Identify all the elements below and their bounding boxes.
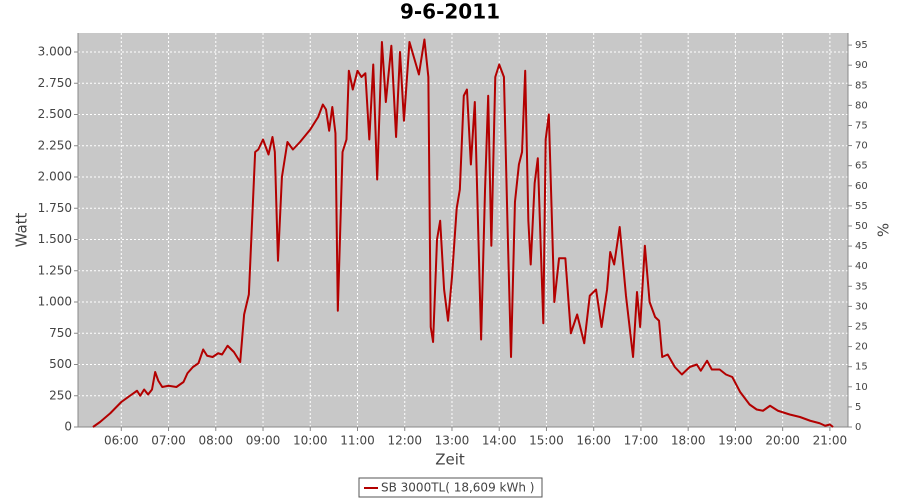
y2-tick-label: 20 bbox=[855, 342, 868, 353]
x-tick-label: 11:00 bbox=[340, 434, 375, 448]
y-axis-label: Watt bbox=[13, 212, 31, 247]
y2-tick-label: 70 bbox=[855, 141, 868, 152]
y-tick-label: 750 bbox=[49, 326, 72, 340]
y2-tick-label: 75 bbox=[855, 120, 868, 131]
x-tick-label: 19:00 bbox=[718, 434, 753, 448]
x-tick-label: 21:00 bbox=[813, 434, 848, 448]
x-tick-label: 13:00 bbox=[435, 434, 470, 448]
y2-tick-label: 5 bbox=[855, 402, 861, 413]
y2-tick-label: 15 bbox=[855, 362, 868, 373]
y2-tick-label: 95 bbox=[855, 40, 868, 51]
y2-tick-label: 55 bbox=[855, 201, 868, 212]
x-tick-label: 06:00 bbox=[104, 434, 139, 448]
y2-tick-label: 80 bbox=[855, 100, 868, 111]
y-tick-label: 2.250 bbox=[38, 138, 72, 152]
x-tick-label: 14:00 bbox=[482, 434, 517, 448]
y2-tick-label: 45 bbox=[855, 241, 868, 252]
y-tick-label: 500 bbox=[49, 357, 72, 371]
y2-tick-label: 10 bbox=[855, 382, 868, 393]
y-tick-label: 2.750 bbox=[38, 76, 72, 90]
legend-label: SB 3000TL( 18,609 kWh ) bbox=[381, 481, 534, 495]
y2-tick-label: 50 bbox=[855, 221, 868, 232]
y-tick-label: 1.000 bbox=[38, 295, 72, 309]
x-tick-label: 16:00 bbox=[576, 434, 611, 448]
y-tick-label: 1.500 bbox=[38, 232, 72, 246]
y-tick-label: 3.000 bbox=[38, 45, 72, 59]
y2-tick-label: 25 bbox=[855, 321, 868, 332]
y2-tick-label: 60 bbox=[855, 181, 868, 192]
y-tick-label: 0 bbox=[64, 420, 72, 434]
x-tick-label: 10:00 bbox=[293, 434, 328, 448]
y2-tick-label: 90 bbox=[855, 60, 868, 71]
y2-tick-label: 40 bbox=[855, 261, 868, 272]
y-tick-label: 2.000 bbox=[38, 170, 72, 184]
legend-box bbox=[358, 477, 543, 498]
x-tick-label: 17:00 bbox=[624, 434, 659, 448]
x-tick-label: 07:00 bbox=[151, 434, 186, 448]
plot-area bbox=[78, 33, 848, 427]
y2-tick-label: 65 bbox=[855, 161, 868, 172]
y2-tick-label: 35 bbox=[855, 281, 868, 292]
y-tick-label: 2.500 bbox=[38, 107, 72, 121]
y2-tick-label: 30 bbox=[855, 301, 868, 312]
chart-title: 9-6-2011 bbox=[400, 0, 500, 24]
x-axis-label: Zeit bbox=[435, 451, 465, 469]
x-tick-label: 09:00 bbox=[246, 434, 281, 448]
x-tick-label: 15:00 bbox=[529, 434, 564, 448]
x-tick-label: 20:00 bbox=[765, 434, 800, 448]
x-tick-label: 18:00 bbox=[671, 434, 706, 448]
y2-axis-label: % bbox=[875, 223, 893, 237]
y2-tick-label: 85 bbox=[855, 80, 868, 91]
y-tick-label: 250 bbox=[49, 388, 72, 402]
series-line bbox=[92, 38, 834, 428]
x-tick-label: 12:00 bbox=[387, 434, 422, 448]
x-tick-label: 08:00 bbox=[198, 434, 233, 448]
y-tick-label: 1.750 bbox=[38, 201, 72, 215]
y-tick-label: 1.250 bbox=[38, 263, 72, 277]
y2-tick-label: 0 bbox=[855, 422, 861, 433]
